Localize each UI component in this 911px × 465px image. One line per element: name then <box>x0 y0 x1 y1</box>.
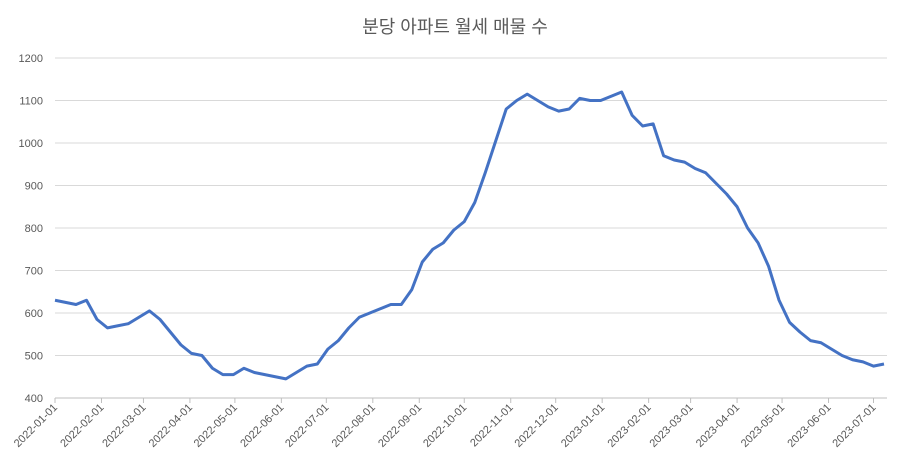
y-tick-label: 1200 <box>19 53 43 65</box>
y-tick-label: 600 <box>25 308 43 320</box>
y-tick-label: 1000 <box>19 138 43 150</box>
y-tick-label: 400 <box>25 393 43 405</box>
chart-title: 분당 아파트 월세 매물 수 <box>362 17 548 37</box>
y-tick-label: 900 <box>25 181 43 193</box>
y-tick-label: 500 <box>25 351 43 363</box>
y-tick-label: 1100 <box>19 96 43 108</box>
data-line <box>54 90 885 381</box>
y-tick-label: 700 <box>25 266 43 278</box>
y-tick-label: 800 <box>25 223 43 235</box>
